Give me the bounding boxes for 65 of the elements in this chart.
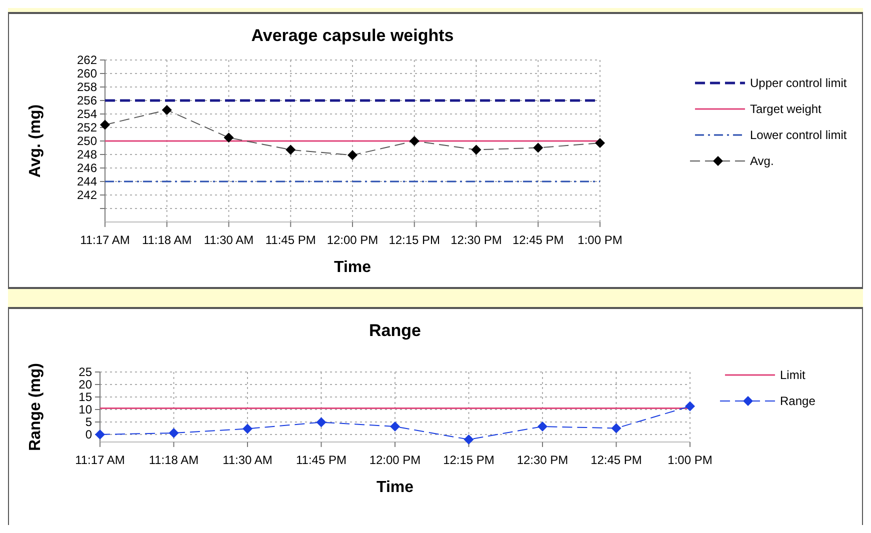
x-tick-label: 11:18 AM <box>142 233 192 247</box>
x-tick-label: 11:17 AM <box>80 233 130 247</box>
y-tick-label: 262 <box>76 53 98 68</box>
legend-label: Target weight <box>750 102 822 116</box>
x-tick-label: 12:15 PM <box>443 453 494 467</box>
y-tick-label: 258 <box>76 80 98 94</box>
point <box>242 424 252 434</box>
y-tick-label: 246 <box>76 161 98 176</box>
point <box>316 417 326 428</box>
x-tick-label: 11:30 AM <box>222 453 272 467</box>
point <box>224 132 234 143</box>
legend-label: Lower control limit <box>750 128 848 142</box>
point <box>390 422 400 432</box>
y-tick-label: 10 <box>78 402 92 417</box>
point <box>168 428 179 438</box>
point <box>464 434 474 444</box>
y-axis-title: Avg. (mg) <box>27 104 44 178</box>
y-tick-label: 252 <box>76 120 98 135</box>
point <box>611 423 622 434</box>
y-tick-label: 15 <box>78 390 92 404</box>
point <box>95 430 105 440</box>
point <box>348 150 358 160</box>
legend-label: Upper control limit <box>750 76 848 90</box>
y-tick-label: 256 <box>76 94 98 108</box>
y-tick-label: 244 <box>76 174 98 189</box>
x-tick-label: 11:45 PM <box>265 233 316 247</box>
x-axis-title: Time <box>334 259 372 276</box>
x-tick-label: 1:00 PM <box>578 233 622 247</box>
y-tick-label: 254 <box>76 107 98 122</box>
legend-label: Limit <box>780 368 806 382</box>
chart-title: Range <box>369 321 421 340</box>
x-tick-label: 12:45 PM <box>512 233 564 247</box>
x-tick-label: 12:30 PM <box>516 453 568 467</box>
legend-label: Range <box>780 394 816 408</box>
y-tick-label: 250 <box>76 134 98 148</box>
point <box>538 422 548 432</box>
chart-title: Average capsule weights <box>251 26 454 45</box>
point <box>162 104 172 115</box>
x-tick-label: 12:00 PM <box>369 453 421 467</box>
y-tick-label: 25 <box>78 365 92 380</box>
legend-label: Avg. <box>750 154 774 168</box>
point <box>685 401 695 412</box>
x-tick-label: 12:30 PM <box>450 233 502 247</box>
point <box>595 138 605 148</box>
x-tick-label: 11:45 PM <box>296 453 346 467</box>
y-tick-label: 5 <box>85 415 92 430</box>
y-tick-label: 260 <box>76 66 98 81</box>
point <box>100 120 110 130</box>
x-axis-title: Time <box>376 479 414 496</box>
point <box>533 142 544 153</box>
x-tick-label: 12:45 PM <box>590 453 642 467</box>
y-tick-label: 0 <box>85 428 92 442</box>
x-tick-label: 11:30 AM <box>204 233 254 247</box>
x-tick-label: 11:17 AM <box>75 453 125 467</box>
point <box>286 144 296 155</box>
x-tick-label: 12:00 PM <box>326 233 378 247</box>
y-tick-label: 248 <box>76 148 98 162</box>
y-tick-label: 20 <box>78 378 92 392</box>
point <box>471 144 482 155</box>
x-tick-label: 1:00 PM <box>668 453 712 467</box>
y-axis-title: Range (mg) <box>27 363 44 451</box>
y-tick-label: 242 <box>76 188 98 202</box>
point <box>409 136 420 146</box>
x-tick-label: 11:18 AM <box>148 453 199 467</box>
x-tick-label: 12:15 PM <box>388 233 440 247</box>
